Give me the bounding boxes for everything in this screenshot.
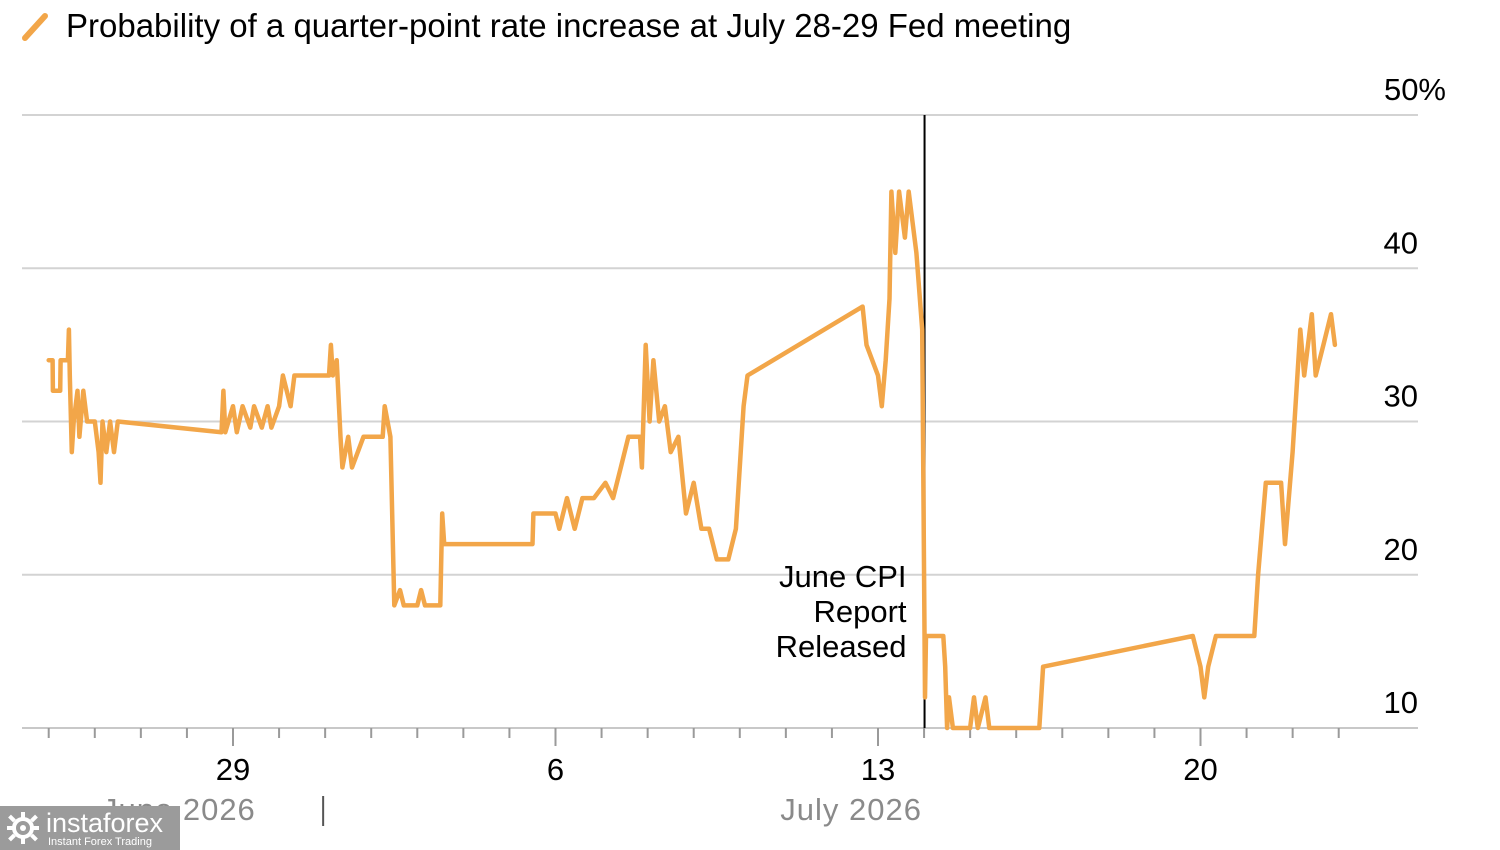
probability-line [46,189,1338,731]
chart-title: Probability of a quarter-point rate incr… [66,7,1071,44]
gridlines [22,114,1418,576]
x-tick-label-6: 6 [547,752,564,787]
annotation-line-1: June CPI [779,559,907,594]
x-axis: 29 6 13 20 [22,727,1418,787]
legend-swatch [22,13,48,41]
x-tick-label-20: 20 [1183,752,1217,787]
instaforex-watermark: instaforex Instant Forex Trading [0,806,180,850]
y-axis: 10 20 30 40 50% [1384,72,1446,720]
y-tick-label-30: 30 [1384,379,1418,414]
annotation-line-3: Released [776,629,907,664]
watermark-name: instaforex [46,808,164,838]
month-label-july: July 2026 [780,792,922,827]
y-tick-label-10: 10 [1384,685,1418,720]
x-tick-label-13: 13 [861,752,895,787]
watermark-tagline: Instant Forex Trading [48,836,152,848]
x-tick-label-29: 29 [216,752,250,787]
annotation-line-2: Report [814,594,907,629]
y-tick-label-40: 40 [1384,225,1418,260]
y-tick-label-20: 20 [1384,532,1418,567]
y-tick-label-50: 50% [1384,72,1446,107]
instaforex-logo-icon [7,812,39,844]
legend: Probability of a quarter-point rate incr… [22,7,1071,44]
